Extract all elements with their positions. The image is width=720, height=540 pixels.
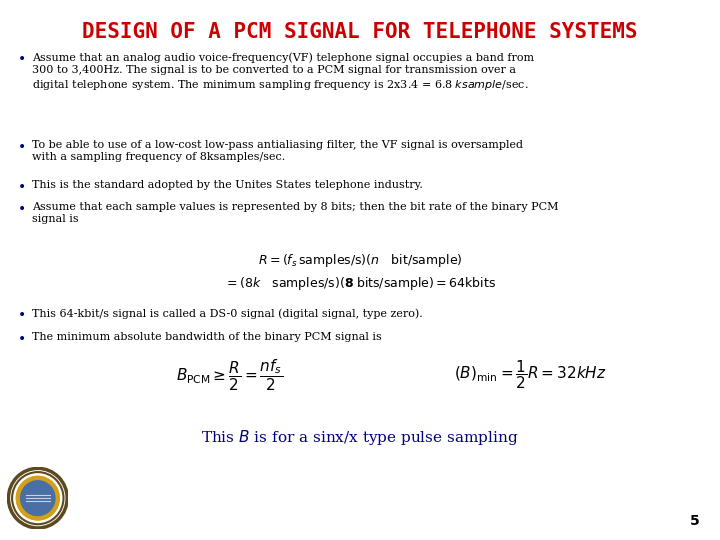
- Circle shape: [17, 476, 59, 520]
- Text: $R = (f_s\,\mathrm{samples/s})(n \quad \mathrm{bit/sample})$: $R = (f_s\,\mathrm{samples/s})(n \quad \…: [258, 252, 462, 269]
- Text: Assume that an analog audio voice-frequency(VF) telephone signal occupies a band: Assume that an analog audio voice-freque…: [32, 52, 534, 92]
- Text: $(B)_{\mathrm{min}} = \dfrac{1}{2}R = 32kHz$: $(B)_{\mathrm{min}} = \dfrac{1}{2}R = 32…: [454, 358, 606, 391]
- Text: •: •: [18, 332, 26, 346]
- Text: This $B$ is for a sinx/x type pulse sampling: This $B$ is for a sinx/x type pulse samp…: [201, 428, 519, 447]
- Text: To be able to use of a low-cost low-pass antialiasing filter, the VF signal is o: To be able to use of a low-cost low-pass…: [32, 140, 523, 163]
- Text: DESIGN OF A PCM SIGNAL FOR TELEPHONE SYSTEMS: DESIGN OF A PCM SIGNAL FOR TELEPHONE SYS…: [82, 22, 638, 42]
- Text: 5: 5: [690, 514, 700, 528]
- Text: $=(8k \quad \mathrm{samples/s})(\mathbf{8}\;\mathrm{bits/sample})=64\mathrm{kbit: $=(8k \quad \mathrm{samples/s})(\mathbf{…: [224, 275, 496, 292]
- Text: This 64-kbit/s signal is called a DS-0 signal (digital signal, type zero).: This 64-kbit/s signal is called a DS-0 s…: [32, 308, 423, 319]
- Text: $B_{\mathrm{PCM}} \geq \dfrac{R}{2} = \dfrac{nf_s}{2}$: $B_{\mathrm{PCM}} \geq \dfrac{R}{2} = \d…: [176, 358, 284, 394]
- Text: The minimum absolute bandwidth of the binary PCM signal is: The minimum absolute bandwidth of the bi…: [32, 332, 382, 342]
- Text: •: •: [18, 52, 26, 66]
- Text: This is the standard adopted by the Unites States telephone industry.: This is the standard adopted by the Unit…: [32, 180, 423, 190]
- Text: •: •: [18, 308, 26, 322]
- Circle shape: [16, 476, 60, 521]
- Text: •: •: [18, 180, 26, 194]
- Text: Assume that each sample values is represented by 8 bits; then the bit rate of th: Assume that each sample values is repres…: [32, 202, 559, 225]
- Circle shape: [21, 481, 55, 516]
- Text: •: •: [18, 202, 26, 216]
- Text: •: •: [18, 140, 26, 154]
